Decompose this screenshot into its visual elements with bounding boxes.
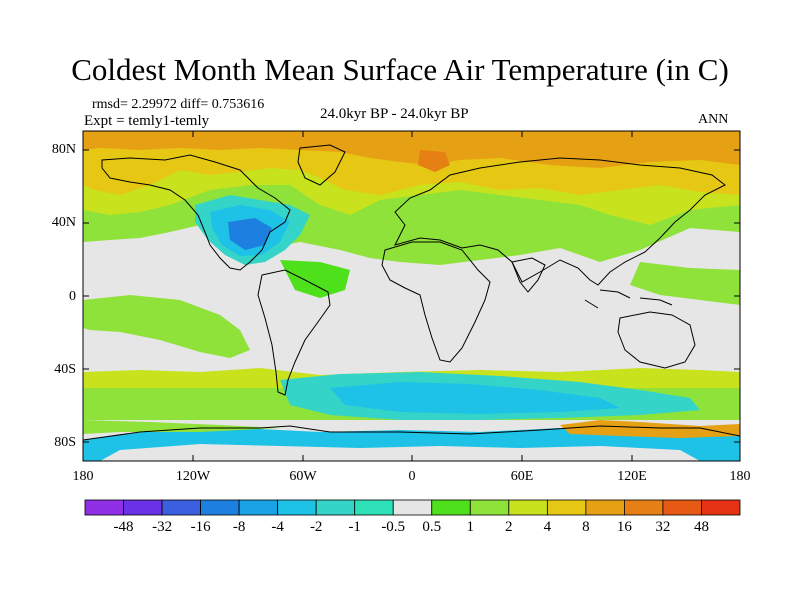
colorbar-swatch [431, 499, 471, 516]
colorbar-swatch [354, 499, 394, 516]
colorbar-swatch [161, 499, 201, 516]
coast-north-america [101, 154, 291, 271]
lat-label: 40N [51, 215, 76, 230]
colorbar-tick-label: 4 [543, 519, 552, 535]
field-arctic-hot [418, 150, 450, 172]
colorbar-swatch [508, 499, 548, 516]
colorbar-tick-label: 16 [616, 519, 632, 535]
season-label: ANN [698, 112, 729, 127]
colorbar-tick-label: -8 [232, 519, 246, 535]
coast-greenland [297, 144, 346, 186]
field-antarctic-white [100, 444, 700, 461]
colorbar-swatch [84, 499, 124, 516]
coast-eurasia [394, 157, 726, 286]
colorbar-swatch [585, 499, 625, 516]
coast-australia [617, 311, 696, 369]
lat-label: 80S [54, 435, 76, 450]
coast-africa [381, 241, 491, 363]
colorbar-swatch [238, 499, 279, 516]
lat-label: 80N [51, 142, 76, 157]
colorbar-swatch [392, 499, 433, 516]
lat-label: 40S [54, 362, 76, 377]
colorbar-tick-label: 8 [582, 519, 590, 535]
lon-label: 120E [617, 469, 647, 484]
colorbar-swatch [701, 499, 741, 516]
colorbar-swatch [277, 499, 317, 516]
field-tropic-green-1 [83, 295, 250, 358]
colorbar-tick-label: 2 [505, 519, 513, 535]
coast-india [511, 257, 546, 293]
lon-label: 60W [289, 469, 317, 484]
colorbar-swatch [662, 499, 702, 516]
colorbar-tick-label: -0.5 [381, 519, 406, 535]
colorbar-swatch [123, 499, 163, 516]
lon-label: 0 [408, 469, 416, 484]
colorbar-swatch [546, 499, 587, 516]
rmsd-diff-stats: rmsd= 2.29972 diff= 0.753616 [92, 97, 265, 112]
colorbar-tick-label: -16 [190, 519, 211, 535]
colorbar-swatch [315, 499, 356, 516]
colorbar-tick-label: -32 [152, 519, 173, 535]
colorbar-swatch [624, 499, 664, 516]
field-so-cyan [330, 382, 620, 414]
colorbar-tick-label: 1 [466, 519, 475, 535]
colorbar-tick-label: -48 [113, 519, 134, 535]
colorbar-tick-label: -4 [271, 519, 284, 535]
field-antarctic-warm [560, 420, 740, 438]
field-tropic-green-3 [280, 260, 350, 298]
map-title: Coldest Month Mean Surface Air Temperatu… [71, 52, 729, 87]
coastlines [83, 144, 740, 441]
field-antarctic-green [83, 420, 280, 434]
coast-south-america [257, 269, 331, 396]
colorbar-swatch [200, 499, 240, 516]
lon-label: 180 [72, 469, 94, 484]
colorbar-tick-label: 48 [694, 519, 709, 535]
coast-indonesia [584, 289, 673, 309]
colorbar-tick-label: 32 [655, 519, 671, 535]
lon-label: 180 [729, 469, 751, 484]
lat-label: 0 [69, 289, 76, 304]
colorbar-tick-label: -1 [348, 519, 361, 535]
field-tropic-green-2 [630, 262, 740, 305]
coast-antarctica [83, 425, 740, 441]
temperature-field [83, 131, 740, 461]
axis-ticks [83, 131, 740, 461]
experiment-label: Expt = temly1-temly [84, 113, 210, 129]
lon-label: 60E [510, 469, 534, 484]
colorbar [84, 499, 741, 516]
colorbar-tick-label: 0.5 [422, 519, 442, 535]
lon-label: 120W [175, 469, 211, 484]
period-label: 24.0kyr BP - 24.0kyr BP [320, 106, 469, 122]
colorbar-swatch [469, 499, 510, 516]
field-na-blue [228, 218, 272, 250]
colorbar-tick-label: -2 [309, 519, 323, 535]
